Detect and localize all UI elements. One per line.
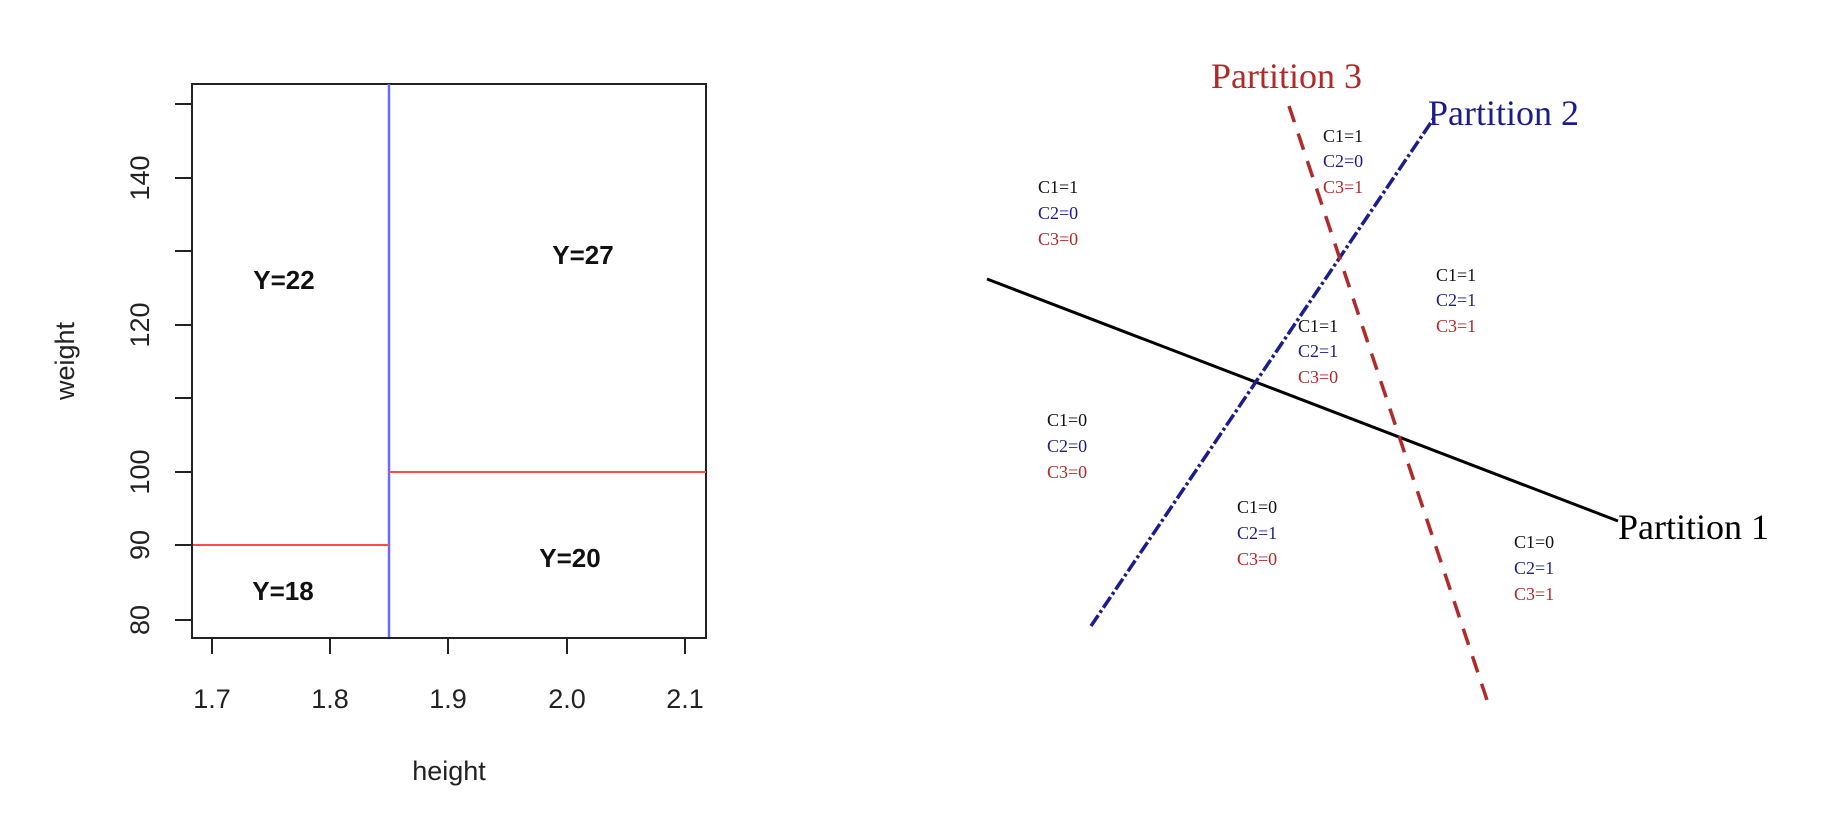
left-plot: 1.7 1.8 1.9 2.0 2.1 height 80 90 100 120… [50,83,707,786]
region-label: Y=22 [253,265,314,295]
partition-3-line [1287,105,1489,701]
region-code: C1=1 C2=0 C3=1 [1323,126,1363,197]
y-tick-label: 80 [125,605,155,635]
svg-text:C1=1: C1=1 [1436,265,1476,285]
partition-2-label: Partition 2 [1428,93,1579,133]
region-code: C1=0 C2=1 C3=1 [1514,532,1554,604]
svg-text:C3=0: C3=0 [1298,367,1338,387]
region-code: C1=1 C2=1 C3=1 [1436,265,1476,336]
region-label: Y=18 [252,576,313,606]
svg-text:C3=0: C3=0 [1047,462,1087,482]
right-diagram: Partition 1 Partition 2 Partition 3 C1=1… [986,56,1769,701]
svg-text:C1=1: C1=1 [1323,126,1363,146]
region-label: Y=20 [539,543,600,573]
svg-text:C3=0: C3=0 [1237,549,1277,569]
partition-3-label: Partition 3 [1211,56,1362,96]
plot-frame [191,83,707,639]
x-tick-label: 2.0 [548,684,586,714]
x-tick-label: 1.9 [429,684,467,714]
svg-text:C2=1: C2=1 [1514,558,1554,578]
svg-text:C1=1: C1=1 [1038,177,1078,197]
x-axis-label: height [412,756,486,786]
y-axis-label: weight [50,321,80,401]
region-code: C1=1 C2=1 C3=0 [1298,316,1338,387]
svg-text:C1=0: C1=0 [1047,410,1087,430]
x-tick-label: 2.1 [666,684,704,714]
partition-2-line [1089,117,1436,627]
partition-1-line [986,277,1619,523]
svg-text:C2=1: C2=1 [1436,290,1476,310]
svg-text:C2=1: C2=1 [1237,523,1277,543]
svg-text:C2=0: C2=0 [1047,436,1087,456]
svg-text:C3=0: C3=0 [1038,229,1078,249]
x-axis [211,637,700,654]
svg-text:C1=1: C1=1 [1298,316,1338,336]
y-tick-label: 100 [125,449,155,494]
y-tick-label: 140 [125,155,155,200]
region-code: C1=0 C2=1 C3=0 [1237,497,1277,569]
svg-text:C3=1: C3=1 [1323,177,1363,197]
x-tick-label: 1.7 [193,684,231,714]
svg-text:C1=0: C1=0 [1514,532,1554,552]
svg-text:C1=0: C1=0 [1237,497,1277,517]
svg-text:C2=1: C2=1 [1298,341,1338,361]
partition-1-label: Partition 1 [1618,507,1769,547]
region-code: C1=1 C2=0 C3=0 [1038,177,1078,249]
y-axis [175,103,193,621]
region-label: Y=27 [552,240,613,270]
svg-text:C2=0: C2=0 [1038,203,1078,223]
region-code: C1=0 C2=0 C3=0 [1047,410,1087,482]
svg-text:C2=0: C2=0 [1323,151,1363,171]
y-tick-label: 120 [125,302,155,347]
svg-text:C3=1: C3=1 [1514,584,1554,604]
x-tick-label: 1.8 [311,684,349,714]
y-tick-label: 90 [125,530,155,560]
svg-text:C3=1: C3=1 [1436,316,1476,336]
